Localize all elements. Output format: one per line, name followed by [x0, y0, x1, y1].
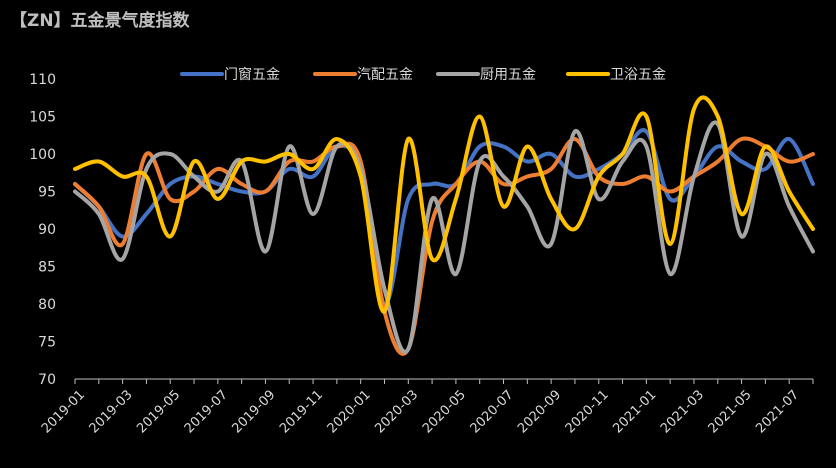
x-tick-label: 2021-03: [658, 387, 707, 436]
legend-label-2: 厨用五金: [480, 67, 536, 83]
x-tick-label: 2020-11: [563, 387, 612, 436]
legend: 门窗五金 汽配五金 厨用五金 卫浴五金: [180, 66, 666, 83]
legend-label-0: 门窗五金: [224, 66, 280, 83]
x-tick-label: 2019-11: [277, 387, 326, 436]
x-tick-label: 2019-07: [182, 387, 231, 436]
y-tick-label: 85: [38, 260, 56, 276]
series-line-0: [73, 128, 815, 307]
y-tick-label: 75: [38, 335, 56, 351]
plot-area: [73, 95, 815, 356]
x-tick-label: 2019-03: [87, 387, 136, 436]
x-tick-label: 2021-01: [610, 387, 659, 436]
y-axis: 70 75 80 85 90 95 100 105 110: [29, 72, 56, 388]
y-tick-label: 110: [29, 72, 56, 88]
y-tick-label: 80: [38, 297, 56, 313]
x-tick-label: 2019-09: [229, 387, 278, 436]
series-line-3: [73, 95, 815, 314]
y-tick-label: 70: [38, 372, 56, 388]
legend-label-1: 汽配五金: [357, 67, 413, 83]
x-tick-label: 2020-09: [515, 387, 564, 436]
x-tick-label: 2020-01: [325, 387, 374, 436]
x-tick-label: 2019-05: [134, 387, 183, 436]
y-tick-label: 105: [29, 110, 56, 126]
x-tick-label: 2021-07: [753, 387, 802, 436]
x-tick-label: 2021-05: [706, 387, 755, 436]
legend-label-3: 卫浴五金: [610, 67, 666, 83]
chart-title: 【ZN】五金景气度指数: [10, 11, 190, 31]
x-tick-label: 2020-05: [420, 387, 469, 436]
series-line-1: [73, 136, 815, 356]
x-tick-label: 2019-01: [39, 387, 88, 436]
y-tick-label: 100: [29, 147, 56, 163]
x-axis: 2019-012019-032019-052019-072019-092019-…: [39, 378, 814, 436]
x-tick-label: 2020-07: [468, 387, 517, 436]
x-tick-label: 2020-03: [372, 387, 421, 436]
y-tick-label: 95: [38, 185, 56, 201]
y-tick-label: 90: [38, 222, 56, 238]
